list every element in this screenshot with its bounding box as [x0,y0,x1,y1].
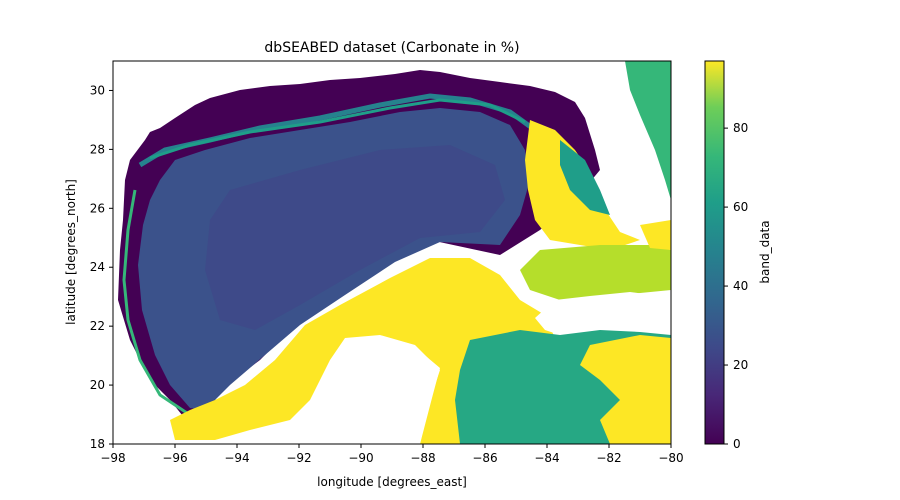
colorbar-label: band_data [758,220,772,283]
x-axis: −98 −96 −94 −92 −90 −88 −86 −84 −82 −80 [100,444,684,465]
x-tick-label: −96 [162,451,187,465]
colorbar-axis: 0 20 40 60 80 [724,121,748,451]
x-tick-label: −98 [100,451,125,465]
x-tick-label: −92 [286,451,311,465]
y-tick-label: 28 [90,142,105,156]
x-tick-label: −88 [410,451,435,465]
region-cuba-land [535,292,671,335]
region-florida-keys [640,220,671,250]
y-tick-label: 24 [90,260,105,274]
y-tick-label: 18 [90,437,105,451]
y-axis: 18 20 22 24 26 28 30 [90,83,113,451]
plot-frame [112,60,672,445]
x-tick-label: −84 [534,451,559,465]
y-tick-label: 30 [90,83,105,97]
colorbar-tick-label: 60 [733,200,748,214]
region-florida-land [588,61,668,235]
region-yucatan-land [300,336,440,444]
region-outer-slope-band [149,98,526,160]
region-basin-interior [205,145,505,330]
x-tick-label: −80 [658,451,683,465]
x-axis-label: longitude [degrees_east] [317,475,467,489]
x-tick-label: −90 [348,451,373,465]
chart-title: dbSEABED dataset (Carbonate in %) [264,40,519,56]
x-tick-label: −94 [224,451,249,465]
colorbar-tick-label: 20 [733,358,748,372]
colorbar-tick-label: 0 [733,437,741,451]
plot-area [113,61,671,444]
colorbar [704,60,725,445]
y-tick-label: 20 [90,378,105,392]
x-tick-label: −82 [596,451,621,465]
y-axis-label: latitude [degrees_north] [64,179,78,325]
x-tick-label: −86 [472,451,497,465]
region-west-florida-teal [560,140,610,215]
colorbar-tick-label: 80 [733,121,748,135]
y-tick-label: 22 [90,319,105,333]
y-tick-label: 26 [90,201,105,215]
region-straits [520,245,671,300]
region-western-coast-band [122,189,191,417]
region-caribbean-yellow [580,335,671,444]
colorbar-tick-label: 40 [733,279,748,293]
region-atlantic-shelf [625,61,671,200]
